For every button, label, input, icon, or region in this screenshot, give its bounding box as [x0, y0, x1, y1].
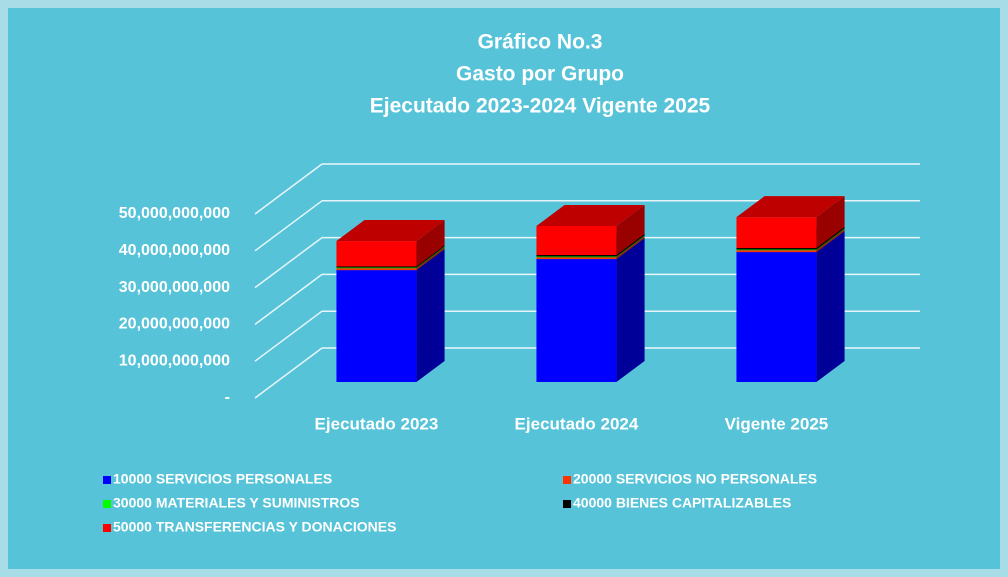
bar-side	[416, 220, 445, 267]
bar-side	[816, 227, 845, 250]
bar-side	[816, 196, 845, 249]
legend-swatch	[103, 500, 111, 508]
bar-side	[616, 235, 645, 258]
bar-side	[816, 229, 845, 253]
bar	[536, 256, 617, 258]
bar-side	[416, 246, 445, 269]
grid-line	[254, 310, 323, 362]
legend-label: 50000 TRANSFERENCIAS Y DONACIONES	[113, 519, 396, 535]
bar	[536, 225, 617, 256]
bar	[736, 248, 817, 250]
legend-label: 30000 MATERIALES Y SUMINISTROS	[113, 495, 360, 511]
y-tick-label: -	[225, 389, 230, 406]
bar-side	[416, 249, 445, 382]
legend-swatch	[103, 476, 111, 484]
bar	[536, 257, 617, 260]
y-tick-label: 20,000,000,000	[119, 316, 230, 333]
bar-side	[616, 234, 645, 257]
bar-side	[816, 228, 845, 251]
bar-side	[616, 204, 645, 256]
grid-line	[254, 163, 323, 215]
bar	[736, 249, 817, 251]
x-tick-label: Vigente 2025	[725, 414, 829, 433]
bar-top	[736, 196, 845, 218]
legend-label: 40000 BIENES CAPITALIZABLES	[573, 495, 791, 511]
legend-label: 20000 SERVICIOS NO PERSONALES	[573, 471, 817, 487]
legend-swatch	[563, 500, 571, 508]
bar	[336, 270, 417, 382]
bar	[336, 241, 417, 267]
grid-line	[254, 200, 323, 252]
chart-title: Gasto por Grupo	[456, 63, 624, 86]
bar	[536, 259, 617, 382]
x-tick-label: Ejecutado 2023	[315, 414, 439, 433]
chart-title: Gráfico No.3	[478, 31, 603, 54]
bar	[336, 266, 417, 268]
bar-side	[816, 231, 845, 382]
y-tick-label: 40,000,000,000	[119, 242, 230, 259]
bar-top	[336, 220, 445, 242]
y-tick-label: 50,000,000,000	[119, 205, 230, 222]
bar-side	[416, 247, 445, 271]
chart-title: Ejecutado 2023-2024 Vigente 2025	[370, 95, 711, 118]
bar-side	[616, 236, 645, 260]
y-tick-label: 10,000,000,000	[119, 352, 230, 369]
bar-top	[536, 204, 645, 226]
bar-side	[616, 238, 645, 382]
bar	[736, 250, 817, 253]
y-tick-label: 30,000,000,000	[119, 279, 230, 296]
legend-label: 10000 SERVICIOS PERSONALES	[113, 471, 332, 487]
x-tick-label: Ejecutado 2024	[515, 414, 639, 433]
grid-line	[254, 236, 323, 289]
legend-swatch	[103, 524, 111, 532]
bar	[336, 268, 417, 271]
bar	[536, 255, 617, 257]
legend-swatch	[563, 476, 571, 484]
bar	[336, 267, 417, 269]
grid-line	[254, 273, 323, 326]
bar	[736, 217, 817, 249]
grid-line	[254, 347, 323, 399]
bar-side	[416, 245, 445, 268]
bar	[736, 252, 817, 382]
